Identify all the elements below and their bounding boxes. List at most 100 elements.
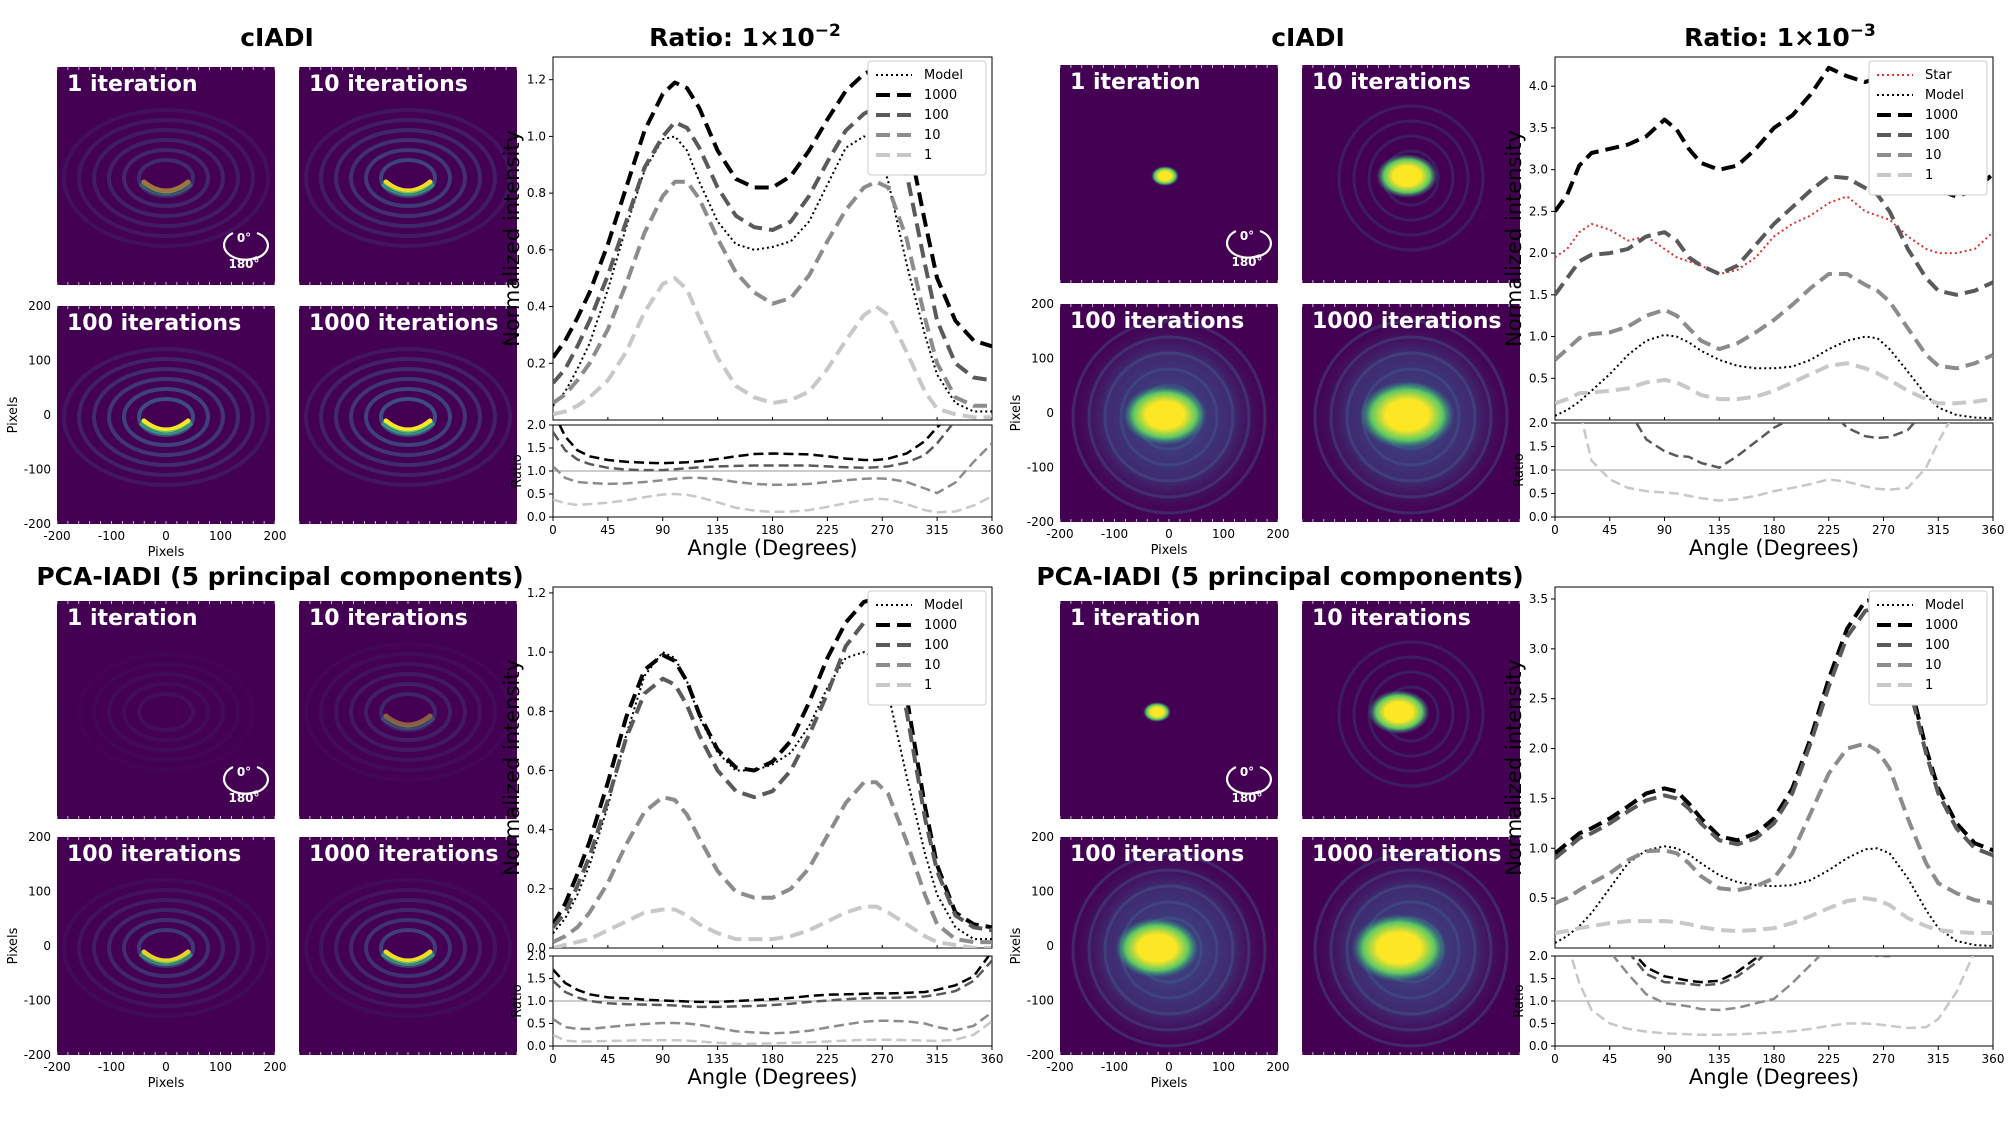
image-ylabel: Pixels [6,396,21,433]
panel-label: 1000 iterations [309,311,499,336]
ylabel: Normalized intensity [1502,130,1526,347]
ring [107,672,225,752]
bright-core [1376,154,1438,198]
method-title: cIADI [240,23,314,52]
image-xtick: 0 [162,529,170,543]
legend [1868,590,1988,706]
arc-highlight [383,713,433,728]
xtick-label: 225 [1817,1052,1840,1066]
panel-background [57,601,275,819]
ratio-exponent: −2 [815,21,841,41]
panel-background [299,837,517,1055]
ytick-label: 0.5 [1529,371,1548,385]
xtick-label: 0 [549,523,557,537]
xtick-label: 135 [1708,1052,1731,1066]
ring [122,387,210,447]
rotation-arrow [252,231,269,261]
ylabel: Normalized intensity [500,130,524,347]
arc-highlight [383,179,433,194]
image-panel: 100 iterations [1059,304,1279,524]
xtick-label: 225 [816,523,839,537]
image-ytick: 0 [1046,939,1054,953]
ring [107,908,225,988]
legend-label: Model [1925,88,1964,103]
ring [304,642,512,782]
rotation-arrow [1255,765,1272,795]
quadrant-bottom-left: PCA-IADI (5 principal components) 1 itera… [6,562,1003,1091]
image-panel: 10 iterations [1301,65,1521,283]
legend-label: 100 [924,638,949,653]
legend-label: 1000 [924,88,957,103]
ytick-label: 0.6 [527,763,546,777]
ring [137,692,195,732]
xtick-label: 270 [871,1052,894,1066]
legend-label: 100 [1925,128,1950,143]
ring [1087,868,1251,1032]
ring [334,128,482,228]
ring [334,898,482,998]
bright-core [1359,381,1455,449]
image-panel: 1 iteration 0° 180° [1059,601,1279,819]
ring [379,692,437,732]
image-panel: 1000 iterations [298,306,518,524]
bright-core [1151,166,1179,186]
series-line-Model [1555,845,1993,947]
panel-label: 100 iterations [67,311,241,336]
ring [1367,134,1455,222]
ytick-label: 2.5 [1529,204,1548,218]
xtick-label: 315 [1927,523,1950,537]
method-title: cIADI [1271,23,1345,52]
ytick-label: 3.0 [1529,163,1548,177]
rotation-arrow [1226,230,1261,259]
series-line-10 [553,179,992,408]
ring [1313,852,1509,1048]
xtick-label: 45 [600,1052,615,1066]
series-line-100 [553,106,992,385]
ytick-label: 1.2 [527,73,546,87]
ratio-line-1000 [553,956,991,1004]
ratio-ytick-label: 2.0 [1529,949,1548,963]
rotation-arrow [252,765,269,795]
ratio-ytick-label: 1.5 [1529,972,1548,986]
panel-label: 1000 iterations [1312,309,1502,334]
xtick-label: 45 [1602,1052,1617,1066]
image-ytick: 200 [1031,297,1054,311]
ratio-ylabel: Ratio [1512,453,1527,486]
image-panel: 1 iteration 0° 180° [56,67,276,285]
image-xlabel: Pixels [1151,1076,1188,1091]
legend-label: Star [1925,68,1952,83]
image-ytick: -200 [24,517,51,531]
ratio-line-1 [1569,956,1975,1037]
ratio-title: Ratio: 1×10−3 [1684,21,1876,52]
ytick-label: 3.5 [1529,121,1548,135]
ring [92,662,240,762]
series-line-1 [1555,896,1993,935]
xtick-label: 225 [816,1052,839,1066]
image-ytick: -200 [24,1048,51,1062]
rotation-arrow [1255,229,1272,259]
ytick-label: 0.6 [527,243,546,257]
ring [77,118,255,238]
rotation-label: 0° [237,231,251,245]
xtick-label: 180 [1763,1052,1786,1066]
quadrant-top-left: cIADI Ratio: 1×10−2 1 iteration 0° 180° 10 it… [6,21,1003,560]
ring [1103,351,1235,483]
xtick-label: 180 [761,523,784,537]
legend-label: Model [1925,598,1964,613]
quadrant-top-right: cIADI Ratio: 1×10−3 1 iteration 0° 180° 10 it… [1009,21,2004,560]
image-xtick: -200 [43,529,70,543]
ratio-line-1000 [558,425,942,465]
arc-glow [138,182,194,196]
image-ytick: 0 [1046,406,1054,420]
xtick-label: 180 [761,1052,784,1066]
image-xtick: 200 [1267,527,1290,541]
xtick-label: 360 [981,1052,1004,1066]
image-ylabel: Pixels [1009,927,1024,964]
series-line-Model [553,135,992,413]
ring [304,108,512,248]
arc-highlight [141,949,191,964]
ytick-label: 0.2 [527,356,546,370]
ring [1329,335,1493,499]
rotation-label: 180° [1231,255,1262,269]
